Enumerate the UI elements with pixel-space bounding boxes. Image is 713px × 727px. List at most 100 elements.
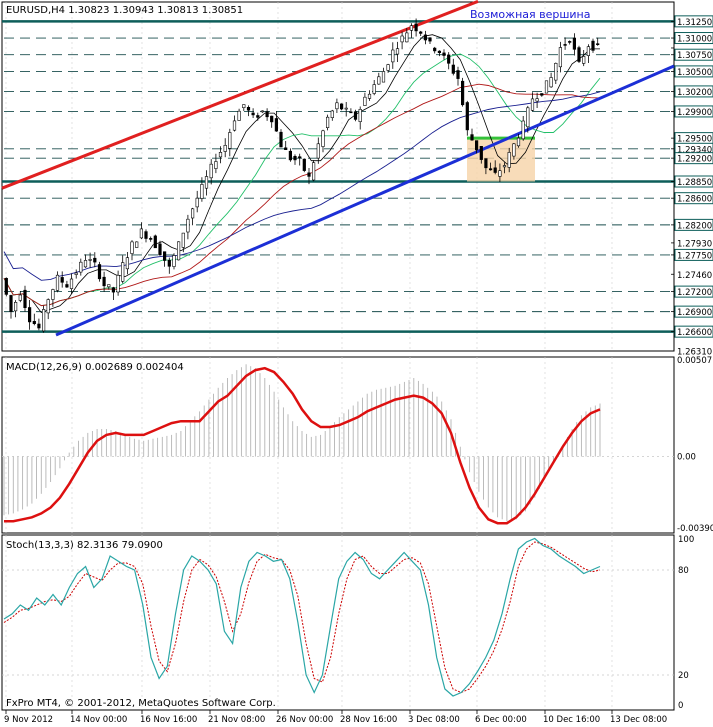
candle-body [93, 257, 97, 263]
candle-body [339, 103, 344, 110]
candle-body [363, 96, 367, 106]
macd-panel-frame [1, 356, 675, 534]
price-label-text: 1.27200 [677, 288, 712, 298]
candle-body [535, 98, 539, 102]
candle-body [88, 259, 92, 261]
candle-body [256, 115, 260, 118]
candle-body [544, 80, 549, 94]
candle-body [400, 35, 404, 43]
stoch-tick-label: 100 [678, 535, 694, 545]
candle-body [218, 152, 223, 158]
price-panel[interactable]: EURUSD,H4 1.30823 1.30943 1.30813 1.3085… [1, 0, 713, 358]
candle-body [330, 110, 334, 119]
candle-body [260, 110, 265, 113]
candle-body [130, 241, 134, 254]
candle-body [447, 54, 451, 64]
price-label: 1.31000 [671, 32, 713, 45]
macd-tick-label: 0.00507 [677, 356, 712, 366]
price-label-text: 1.31000 [677, 35, 712, 45]
price-label: 1.26600 [671, 325, 713, 338]
candle-body [470, 134, 474, 141]
candle-body [102, 276, 106, 287]
candle-body [456, 70, 460, 79]
candle-body [498, 170, 502, 177]
macd-label: MACD(12,26,9) 0.002689 0.002404 [6, 362, 184, 373]
candle-body [386, 64, 390, 71]
price-label-box [674, 32, 713, 45]
candle-body [391, 49, 395, 63]
time-label: 10 Dec 16:00 [543, 715, 600, 725]
price-label-box [674, 305, 713, 318]
candle-body [409, 25, 414, 31]
stochastic-panel[interactable]: Stoch(13,3,3) 82.3136 79.0900 100 80 20 0 F… [1, 534, 694, 711]
candle-body [18, 294, 22, 301]
candle-body [442, 52, 446, 56]
red-trend-line [1, 0, 479, 190]
candle-body [395, 48, 400, 55]
price-label-text: 1.30200 [677, 88, 712, 98]
candle-body [270, 115, 274, 123]
macd-tick-label: -0.00390 [677, 524, 713, 534]
candles [4, 18, 600, 333]
candle-body [60, 277, 64, 283]
candle-body [474, 140, 479, 151]
time-label: 6 Dec 00:00 [475, 715, 527, 725]
price-label: 1.27200 [671, 285, 713, 298]
candle-body [135, 241, 139, 248]
candle-body [214, 161, 218, 169]
candle-body [437, 50, 442, 53]
price-label: 1.27930 [671, 239, 712, 249]
candle-body [200, 184, 204, 199]
candle-body [246, 107, 251, 111]
candle-body [232, 120, 237, 131]
stoch-signal-line [3, 541, 601, 694]
price-label-text: 1.27930 [677, 239, 712, 249]
candle-body [377, 76, 381, 85]
candle-body [163, 251, 167, 261]
price-label: 1.31250 [671, 15, 713, 28]
candle-body [251, 112, 255, 116]
candle-body [479, 146, 483, 160]
candle-body [302, 158, 306, 171]
candle-body [279, 131, 283, 148]
candle-body [344, 107, 348, 110]
price-label-text: 1.27750 [677, 251, 712, 261]
copyright-text: FxPro MT4, © 2001-2012, MetaQuotes Softw… [6, 698, 276, 709]
ma-red-line [3, 83, 601, 307]
stoch-main-line [3, 537, 601, 697]
price-label-text: 1.29500 [677, 135, 712, 145]
candle-body [125, 257, 129, 270]
candle-body [237, 110, 241, 121]
candle-body [372, 84, 376, 94]
price-panel-frame [1, 1, 675, 352]
price-label-text: 1.26600 [677, 328, 712, 338]
candle-body [195, 197, 199, 208]
candle-body [493, 167, 497, 173]
candle-body [381, 71, 386, 83]
candle-body [423, 34, 428, 41]
candle-body [139, 228, 144, 239]
price-label-box [674, 65, 713, 78]
candle-body [405, 32, 409, 43]
candle-body [367, 93, 372, 99]
candle-body [540, 93, 544, 96]
candle-body [433, 47, 437, 52]
blue-trend-line [55, 64, 675, 337]
candle-body [274, 118, 279, 132]
candle-body [307, 172, 311, 177]
candle-body [284, 147, 288, 151]
macd-panel[interactable]: MACD(12,26,9) 0.002689 0.002404 0.005070… [1, 356, 713, 534]
candle-body [460, 80, 465, 106]
candle-body [577, 47, 581, 62]
candle-body [153, 235, 157, 249]
candle-body [558, 47, 562, 68]
price-label: 1.28200 [671, 218, 713, 231]
candle-body [316, 143, 320, 159]
stoch-axis: 100 80 20 0 [678, 535, 694, 711]
price-label-text: 1.31250 [677, 18, 712, 28]
candle-body [465, 102, 469, 131]
candle-body [191, 208, 195, 219]
candle-body [41, 309, 46, 332]
candle-body [325, 116, 330, 128]
